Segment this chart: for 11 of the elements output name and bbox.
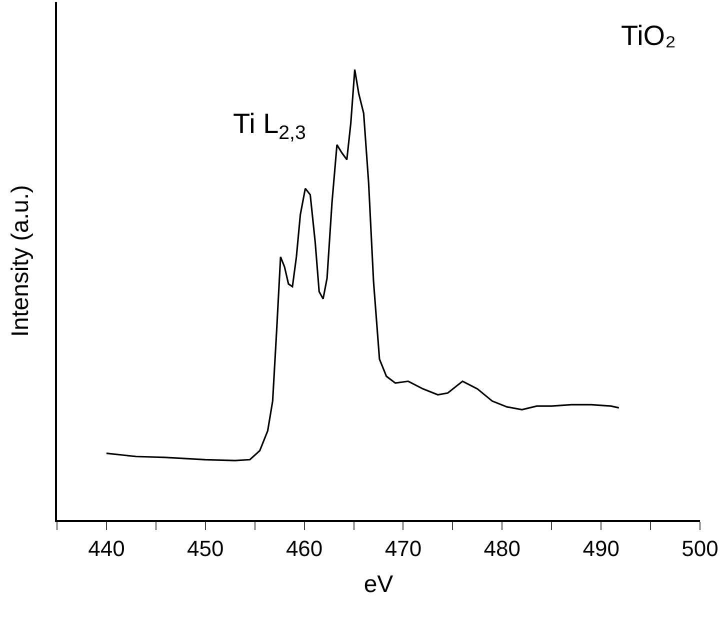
y-axis-title: Intensity (a.u.) [6, 184, 34, 338]
x-tick-label: 450 [187, 536, 224, 562]
annotation: Ti L$_{2,3}$ [233, 108, 306, 144]
x-tick-label: 490 [582, 536, 620, 562]
x-tick-label: 500 [682, 536, 718, 562]
x-tick-label: 480 [484, 536, 521, 562]
x-tick-label: 460 [286, 536, 323, 562]
text: TiO₂ [621, 20, 676, 51]
x-tick-label: 470 [384, 536, 422, 562]
x-tick-label: 440 [88, 536, 125, 562]
x-axis-title: eV [364, 570, 394, 598]
